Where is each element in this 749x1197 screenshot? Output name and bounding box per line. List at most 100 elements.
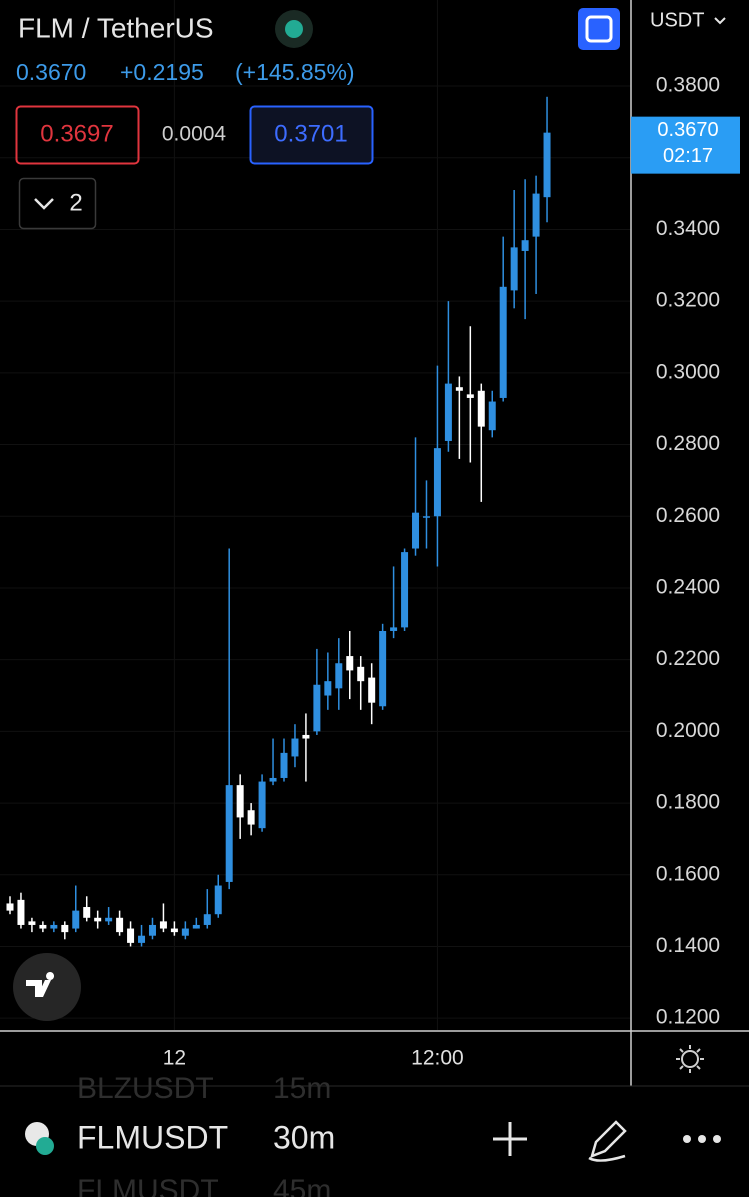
bottom-bar — [0, 1087, 749, 1197]
last-price: 0.3670 — [16, 59, 86, 85]
settings-icon[interactable] — [676, 1045, 704, 1073]
next-symbol[interactable]: FLMUSDT — [77, 1174, 219, 1197]
buy-button[interactable] — [249, 105, 374, 165]
candles — [6, 96, 551, 947]
y-tick-label: 0.2000 — [656, 719, 720, 742]
candle-body — [181, 928, 189, 936]
y-tick-label: 0.3200 — [656, 289, 720, 312]
candle-body — [236, 785, 244, 818]
candle-body — [401, 552, 409, 628]
prev-interval[interactable]: 15m — [273, 1072, 331, 1105]
candle-body — [499, 286, 507, 398]
more-dot — [713, 1135, 721, 1143]
candle-body — [466, 394, 474, 398]
candle-body — [214, 885, 222, 915]
candle-body — [302, 734, 310, 739]
candle-body — [50, 924, 58, 929]
sell-price[interactable]: 0.3697 — [40, 120, 113, 147]
candle-body — [203, 914, 211, 925]
candle-body — [258, 781, 266, 829]
candle-body — [390, 627, 398, 631]
candle-body — [346, 656, 354, 671]
candle-body — [357, 666, 365, 682]
candle-body — [313, 684, 321, 732]
candle-body — [335, 663, 343, 689]
price-change: +0.2195 — [120, 59, 204, 85]
y-tick-label: 0.1400 — [656, 934, 720, 957]
indicators-count[interactable]: 2 — [69, 189, 82, 216]
candle-body — [291, 738, 299, 757]
candle-body — [433, 448, 441, 517]
y-tick-label: 0.3400 — [656, 217, 720, 240]
drawing-button[interactable] — [588, 1120, 627, 1162]
y-tick-label: 0.3800 — [656, 74, 720, 97]
candle-body — [61, 924, 69, 933]
y-tick-label: 0.2800 — [656, 432, 720, 455]
x-tick-label: 12 — [163, 1047, 186, 1070]
candle-body — [477, 390, 485, 427]
candle-body — [324, 681, 332, 696]
more-dot — [698, 1135, 706, 1143]
candle-body — [94, 917, 102, 922]
candle-body — [159, 921, 167, 929]
candle-body — [247, 810, 255, 825]
buy-price[interactable]: 0.3701 — [274, 120, 347, 147]
spread: 0.0004 — [162, 123, 227, 146]
y-tick-label: 0.2200 — [656, 647, 720, 670]
y-tick-label: 0.2400 — [656, 576, 720, 599]
last-price-timer: 02:17 — [663, 145, 713, 167]
candle-body — [105, 917, 113, 922]
candle-body — [148, 924, 156, 936]
candle-body — [6, 903, 14, 911]
symbol-title: FLM / TetherUS — [18, 12, 214, 43]
next-interval[interactable]: 45m — [273, 1174, 331, 1197]
candle-body — [269, 777, 277, 782]
settings-icon-rays — [676, 1045, 704, 1073]
fullscreen-icon — [585, 15, 613, 43]
candle-body — [116, 917, 124, 933]
y-tick-label: 0.1600 — [656, 862, 720, 885]
more-button[interactable] — [683, 1135, 721, 1143]
candle-body — [455, 387, 463, 391]
settings-icon-core — [681, 1050, 699, 1068]
currency-chevron — [714, 17, 726, 25]
candle-body — [444, 383, 452, 441]
current-symbol[interactable]: FLMUSDT — [77, 1119, 228, 1155]
fullscreen-button[interactable] — [578, 8, 620, 50]
time-axis: 12 12:00 — [163, 1047, 464, 1070]
candle-body — [543, 132, 551, 198]
candle-body — [488, 401, 496, 431]
candle-body — [225, 785, 233, 882]
more-dot — [683, 1135, 691, 1143]
price-axis: 0.1200 0.1400 0.1600 0.1800 0.2000 0.2200 0.24… — [656, 74, 720, 1029]
candle-body — [72, 910, 80, 929]
candle-body — [412, 512, 420, 549]
candle-body — [39, 924, 47, 929]
currency-selector[interactable]: USDT — [650, 9, 704, 31]
candle-body — [532, 193, 540, 237]
candle-body — [28, 921, 36, 925]
add-button[interactable] — [493, 1122, 527, 1156]
candle-body — [510, 247, 518, 291]
candle-body — [170, 928, 178, 933]
sell-button[interactable] — [15, 105, 140, 165]
y-tick-label: 0.3000 — [656, 360, 720, 383]
chevron-icon — [34, 198, 54, 210]
y-tick-label: 0.2600 — [656, 504, 720, 527]
candle-body — [379, 630, 387, 707]
market-status-dot — [285, 20, 303, 38]
y-tick-label: 0.1800 — [656, 791, 720, 814]
candle-body — [280, 752, 288, 778]
candle-body — [368, 677, 376, 703]
candle-body — [127, 928, 135, 943]
tradingview-logo-mark — [26, 972, 55, 997]
current-interval[interactable]: 30m — [273, 1119, 335, 1155]
indicators-toggle[interactable] — [18, 177, 97, 230]
last-price-tag: 0.3670 02:17 — [631, 116, 740, 174]
prev-symbol[interactable]: BLZUSDT — [77, 1072, 214, 1105]
candle-body — [521, 240, 529, 251]
candle-body — [17, 899, 25, 925]
